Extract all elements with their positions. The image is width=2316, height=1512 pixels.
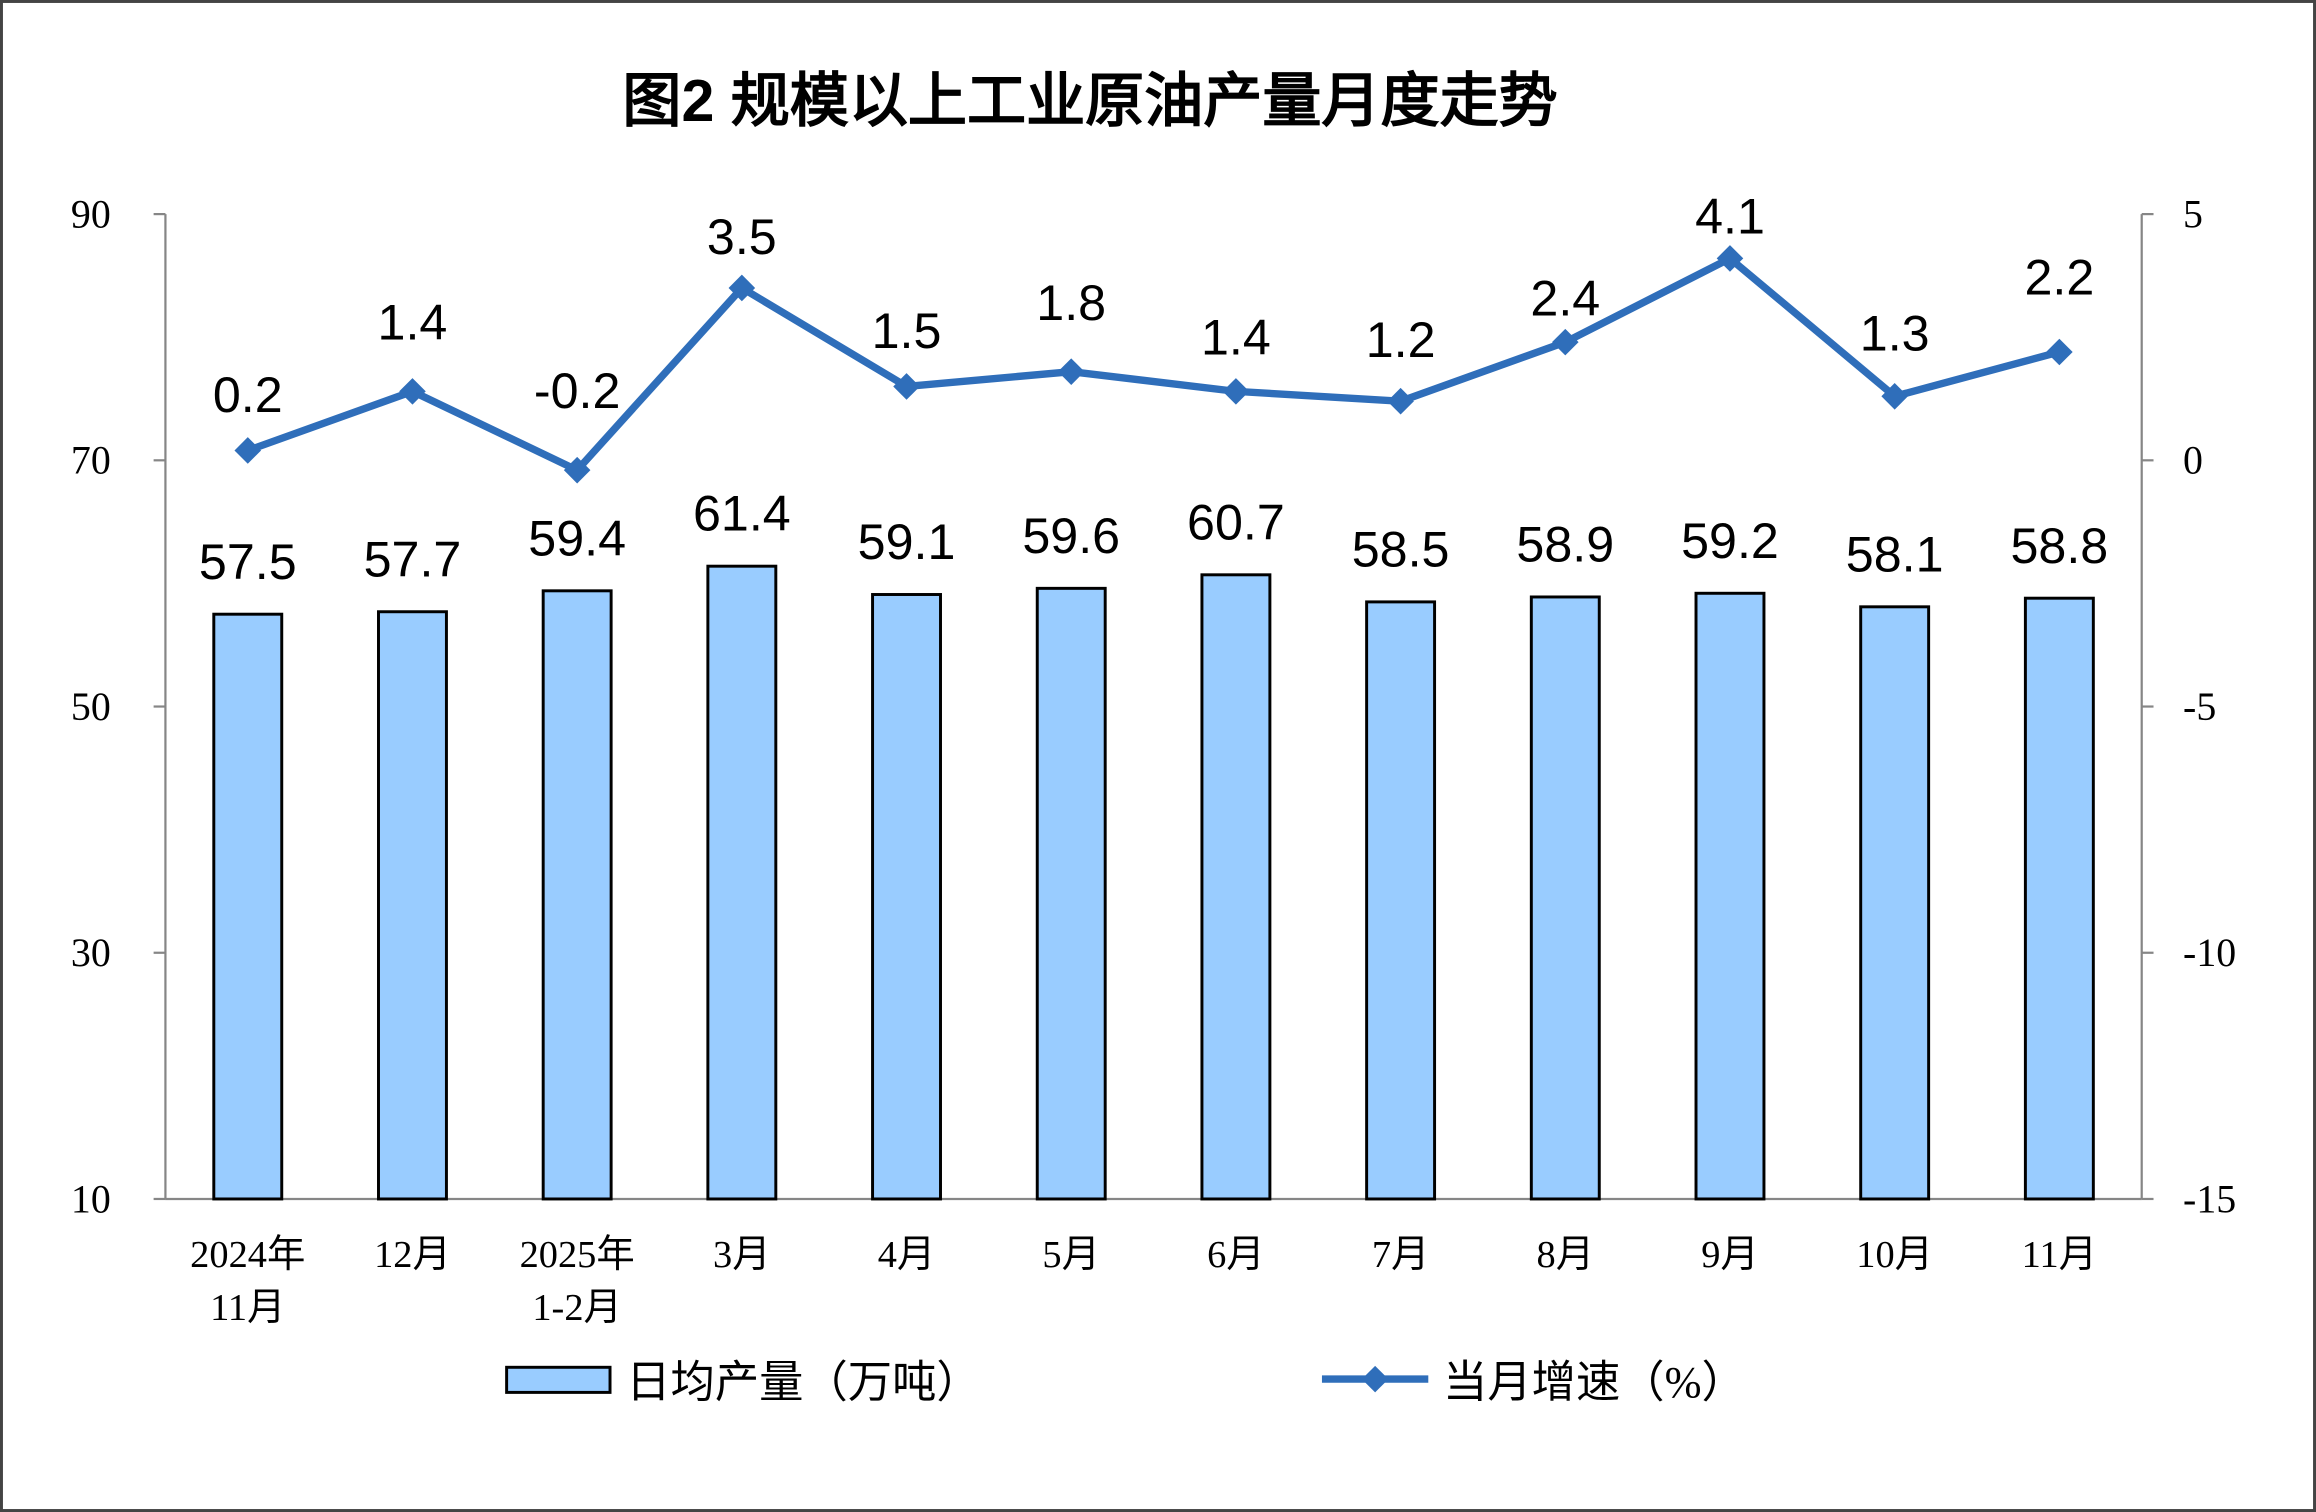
growth-line [246, 254, 2061, 474]
legend: 日均产量（万吨） 当月增速（%） [505, 1358, 1746, 1407]
left-tick-label-4: 10 [71, 1176, 111, 1221]
bar-5 [1035, 586, 1107, 1201]
bar-value-label-4: 59.1 [858, 514, 956, 570]
growth-value-label-10: 1.3 [1860, 306, 1930, 362]
data-labels: 57.5 57.7 59.4 61.4 59.1 59.6 60.7 58.5 58.9 59.2… [199, 188, 2108, 589]
bar-value-label-7: 58.5 [1352, 521, 1450, 577]
bar-8 [1529, 595, 1601, 1201]
legend-bar-swatch [505, 1365, 612, 1394]
bar-3 [706, 564, 778, 1201]
growth-marker-10 [1881, 383, 1908, 410]
category-label-6: 6月 [1207, 1234, 1265, 1276]
bar-value-label-10: 58.1 [1846, 526, 1944, 582]
growth-value-label-1: 1.4 [378, 295, 448, 351]
bar-value-label-6: 60.7 [1187, 494, 1285, 550]
bar-11 [2023, 596, 2095, 1201]
growth-marker-8 [1552, 328, 1579, 356]
growth-value-label-3: 3.5 [707, 209, 777, 265]
category-label-10: 10月 [1856, 1234, 1933, 1276]
legend-line-label: 当月增速（%） [1443, 1358, 1746, 1407]
category-label-0-line-0: 2024年 [190, 1233, 305, 1276]
growth-value-label-8: 2.4 [1530, 271, 1600, 327]
category-label-2-line-1: 1-2月 [532, 1287, 622, 1329]
growth-value-label-9: 4.1 [1695, 188, 1765, 244]
category-axis-labels: 2024年 11月 12月 2025年 1-2月 3月 4月 5月 6月 7月 8月 9月 10月 11月 [190, 1233, 2097, 1329]
bar-10 [1859, 605, 1931, 1201]
right-tick-label-0: 5 [2183, 191, 2203, 236]
chart-title: 图2 规模以上工业原油产量月度走势 [622, 68, 1557, 134]
growth-value-label-4: 1.5 [872, 303, 942, 359]
bar-7 [1365, 600, 1437, 1201]
right-tick-label-4: -15 [2183, 1176, 2236, 1221]
growth-value-label-0: 0.2 [213, 367, 283, 423]
bar-series [212, 564, 2095, 1201]
right-tick-label-2: -5 [2183, 684, 2216, 729]
left-tick-label-3: 30 [71, 930, 111, 975]
bar-0 [212, 612, 284, 1201]
category-label-9: 9月 [1701, 1234, 1759, 1276]
category-label-3: 3月 [713, 1234, 771, 1276]
bar-value-label-11: 58.8 [2010, 518, 2108, 574]
bar-value-label-9: 59.2 [1681, 513, 1779, 569]
bar-value-label-5: 59.6 [1022, 508, 1120, 564]
bar-1 [377, 610, 448, 1201]
growth-value-label-6: 1.4 [1201, 309, 1271, 365]
right-tick-label-3: -10 [2183, 930, 2236, 975]
category-label-0-line-1: 11月 [210, 1287, 285, 1329]
growth-marker-6 [1222, 378, 1250, 405]
bar-value-label-8: 58.9 [1516, 517, 1614, 573]
growth-marker-4 [893, 373, 920, 400]
category-label-7: 7月 [1372, 1234, 1430, 1276]
growth-value-label-11: 2.2 [2024, 249, 2094, 305]
category-label-1: 12月 [374, 1234, 451, 1276]
bar-2 [541, 589, 613, 1201]
category-label-5: 5月 [1042, 1234, 1100, 1276]
bar-value-label-0: 57.5 [199, 534, 297, 590]
growth-value-label-7: 1.2 [1366, 312, 1436, 368]
bar-4 [871, 593, 942, 1201]
growth-value-label-2: -0.2 [534, 363, 621, 419]
growth-marker-7 [1387, 387, 1414, 415]
growth-marker-9 [1716, 245, 1744, 272]
growth-marker-0 [234, 437, 262, 464]
growth-marker-1 [399, 378, 426, 405]
bar-9 [1694, 591, 1766, 1201]
growth-value-label-5: 1.8 [1036, 275, 1106, 331]
bar-6 [1200, 573, 1272, 1201]
bar-value-label-3: 61.4 [693, 486, 791, 542]
category-label-4: 4月 [878, 1234, 936, 1276]
left-tick-label-2: 50 [71, 684, 111, 729]
left-tick-label-0: 90 [71, 191, 111, 236]
right-tick-label-1: 0 [2183, 438, 2203, 483]
growth-marker-11 [2046, 338, 2073, 366]
legend-diamond-marker [1361, 1365, 1389, 1393]
category-label-8: 8月 [1537, 1234, 1595, 1276]
bar-value-label-2: 59.4 [528, 510, 626, 566]
left-tick-label-1: 70 [71, 438, 111, 483]
legend-bar-label: 日均产量（万吨） [626, 1358, 980, 1407]
category-label-11: 11月 [2022, 1234, 2097, 1276]
bar-value-label-1: 57.7 [364, 531, 462, 587]
category-label-2-line-0: 2025年 [520, 1233, 635, 1276]
